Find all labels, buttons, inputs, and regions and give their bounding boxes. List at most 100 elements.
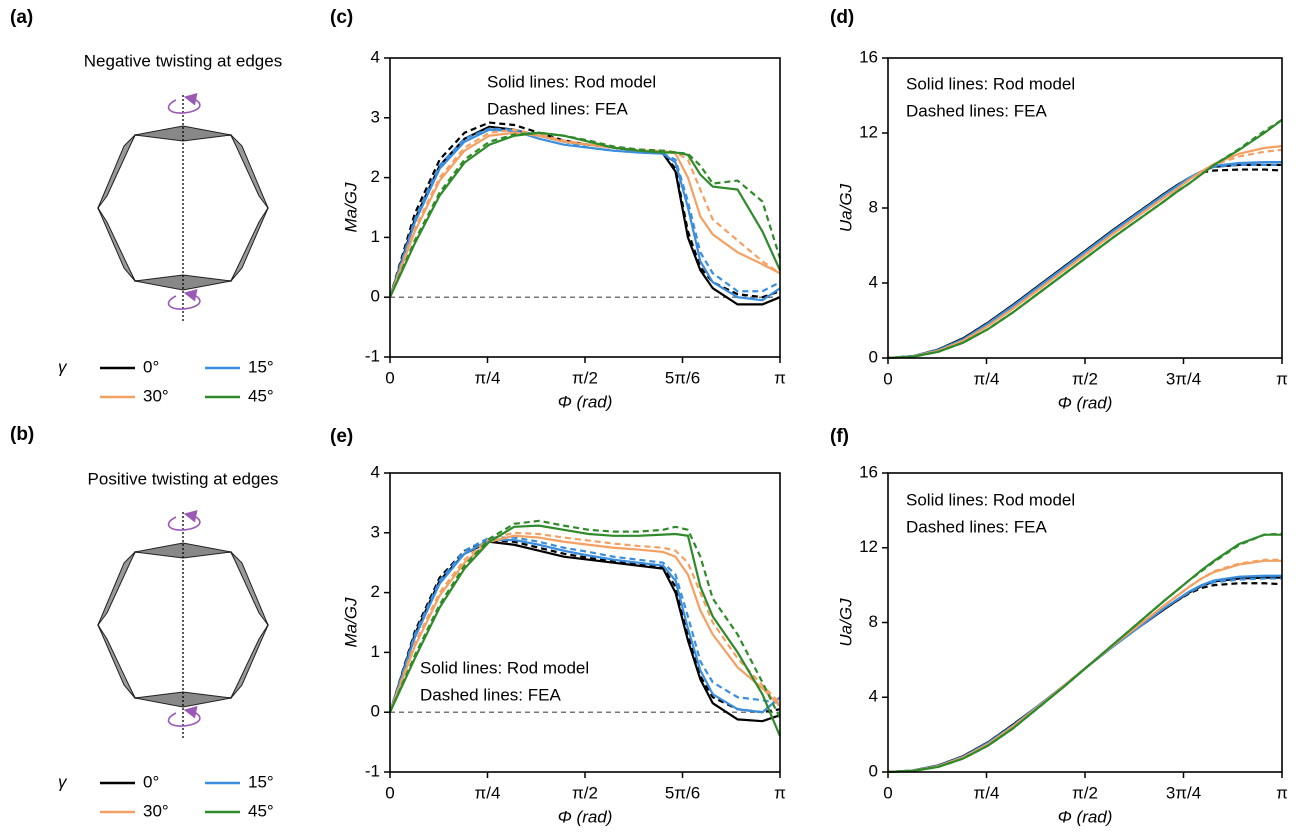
y-tick-label: 2 [371, 167, 380, 186]
panel-label: (e) [330, 426, 353, 447]
rod-model-line [388, 534, 781, 713]
y-axis-label: Ma/GJ [341, 182, 360, 233]
fea-line [388, 127, 781, 298]
legend-label: 45° [248, 386, 274, 405]
x-tick-label: π/2 [572, 368, 598, 387]
x-tick-label: π/4 [475, 783, 501, 802]
rod-model-line [388, 128, 781, 302]
fea-line [388, 131, 782, 298]
legend-label: 45° [248, 801, 274, 820]
fea-line [887, 577, 1282, 774]
fea-line [388, 519, 781, 719]
hexagon-diagram [98, 95, 268, 322]
x-tick-label: π [1276, 369, 1288, 388]
annotation: Dashed lines: FEA [420, 685, 561, 704]
legend-label: 30° [143, 386, 169, 405]
x-tick-label: π [774, 368, 786, 387]
x-tick-label: 3π/4 [1166, 783, 1201, 802]
x-tick-label: π/4 [974, 369, 1000, 388]
x-axis-label: Φ (rad) [1058, 807, 1113, 826]
rod-model-line [887, 533, 1282, 774]
y-axis-label: Ua/GJ [836, 598, 855, 647]
plot-frame [887, 57, 1283, 359]
x-tick-label: 5π/6 [665, 368, 700, 387]
rod-model-line [887, 160, 1282, 360]
fea-line [887, 582, 1283, 774]
legend-symbol: γ [58, 772, 68, 791]
rod-model-line [887, 576, 1282, 774]
y-tick-label: -1 [365, 346, 380, 365]
fea-line [388, 536, 781, 713]
rod-model-line [388, 125, 781, 306]
fea-line [887, 168, 1283, 360]
annotation: Solid lines: Rod model [487, 72, 656, 91]
fea-line [388, 121, 781, 299]
x-tick-label: 0 [883, 783, 892, 802]
y-tick-label: 1 [371, 642, 380, 661]
x-tick-label: π [774, 783, 786, 802]
y-tick-label: 16 [859, 462, 878, 481]
rod-model-line [388, 538, 781, 714]
y-tick-label: 12 [859, 537, 878, 556]
y-tick-label: 0 [371, 702, 380, 721]
rod-model-line [887, 163, 1282, 360]
rod-model-line [887, 559, 1282, 774]
plot-frame [389, 472, 781, 773]
rod-model-line [389, 524, 782, 737]
y-tick-label: 12 [859, 122, 878, 141]
rod-model-line [389, 131, 782, 298]
annotation: Solid lines: Rod model [420, 658, 589, 677]
fea-line [887, 163, 1282, 360]
fea-line [887, 118, 1283, 360]
legend-label: 0° [143, 772, 159, 791]
annotation: Dashed lines: FEA [906, 517, 1047, 536]
annotation: Solid lines: Rod model [906, 490, 1075, 509]
annotation: Solid lines: Rod model [906, 74, 1075, 93]
y-tick-label: 0 [869, 761, 878, 780]
legend-label: 30° [143, 801, 169, 820]
y-tick-label: 8 [869, 612, 878, 631]
fea-line [887, 558, 1282, 774]
diagram-title: Negative twisting at edges [84, 51, 282, 70]
plot-frame [389, 57, 781, 358]
y-tick-label: 16 [859, 47, 878, 66]
y-tick-label: 4 [869, 272, 878, 291]
legend-label: 0° [143, 357, 159, 376]
annotation: Dashed lines: FEA [487, 99, 628, 118]
fea-line [388, 538, 781, 714]
y-tick-label: 1 [371, 227, 380, 246]
y-tick-label: 4 [371, 462, 380, 481]
x-tick-label: 0 [385, 783, 394, 802]
x-tick-label: π/2 [572, 783, 598, 802]
y-axis-label: Ua/GJ [836, 183, 855, 232]
annotation: Dashed lines: FEA [906, 101, 1047, 120]
x-tick-label: π/2 [1072, 783, 1098, 802]
rod-model-line [887, 118, 1283, 360]
hexagon-diagram [98, 512, 268, 739]
y-tick-label: 4 [371, 47, 380, 66]
panel-label: (a) [10, 7, 33, 28]
y-tick-label: -1 [365, 761, 380, 780]
y-tick-label: 0 [869, 347, 878, 366]
y-tick-label: 4 [869, 687, 878, 706]
panel-label: (c) [330, 7, 353, 28]
legend-symbol: γ [58, 357, 68, 376]
panel-label: (b) [10, 424, 34, 445]
y-tick-label: 3 [371, 107, 380, 126]
x-tick-label: 5π/6 [665, 783, 700, 802]
y-axis-label: Ma/GJ [341, 597, 360, 648]
x-tick-label: 0 [385, 368, 394, 387]
panel-label: (d) [830, 7, 854, 28]
panel-label: (f) [830, 426, 849, 447]
x-axis-label: Φ (rad) [558, 392, 613, 411]
x-tick-label: π [1276, 783, 1288, 802]
x-axis-label: Φ (rad) [1058, 393, 1113, 412]
x-tick-label: π/4 [475, 368, 501, 387]
y-tick-label: 3 [371, 522, 380, 541]
x-tick-label: 3π/4 [1166, 369, 1201, 388]
y-tick-label: 2 [371, 582, 380, 601]
fea-line [388, 531, 781, 713]
x-tick-label: 0 [883, 369, 892, 388]
y-tick-label: 0 [371, 287, 380, 306]
